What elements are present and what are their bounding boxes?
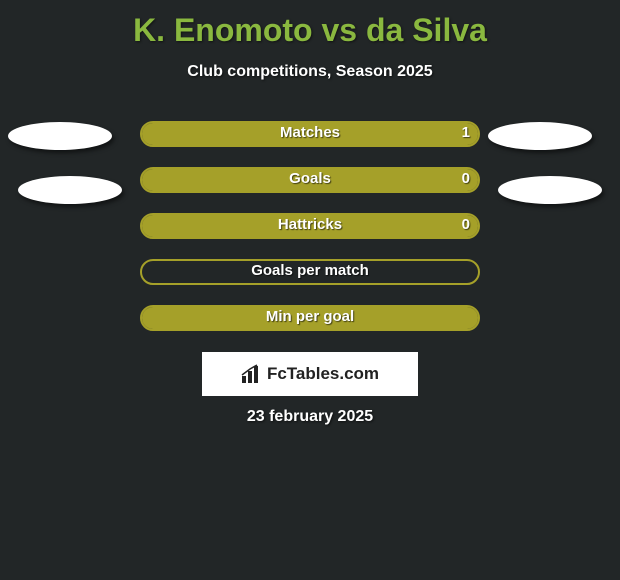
player-ellipse-left <box>18 176 122 204</box>
player-ellipse-left <box>8 122 112 150</box>
bar-fill <box>142 123 478 145</box>
bar-container <box>140 167 480 193</box>
bar-container <box>140 259 480 285</box>
bar-container <box>140 305 480 331</box>
page-subtitle: Club competitions, Season 2025 <box>0 63 620 81</box>
stat-row: Min per goal <box>0 305 620 331</box>
bar-fill <box>142 169 478 191</box>
player-ellipse-right <box>498 176 602 204</box>
logo-text: FcTables.com <box>267 364 379 384</box>
stat-row: Goals per match <box>0 259 620 285</box>
page-title: K. Enomoto vs da Silva <box>0 0 620 49</box>
stat-rows: Matches1Goals0Hattricks0Goals per matchM… <box>0 121 620 331</box>
bar-chart-icon <box>241 364 263 384</box>
date-text: 23 february 2025 <box>0 408 620 426</box>
player-ellipse-right <box>488 122 592 150</box>
bar-container <box>140 121 480 147</box>
stat-row: Hattricks0 <box>0 213 620 239</box>
bar-fill <box>142 307 478 329</box>
bar-container <box>140 213 480 239</box>
fctables-logo: FcTables.com <box>202 352 418 396</box>
bar-fill <box>142 215 478 237</box>
